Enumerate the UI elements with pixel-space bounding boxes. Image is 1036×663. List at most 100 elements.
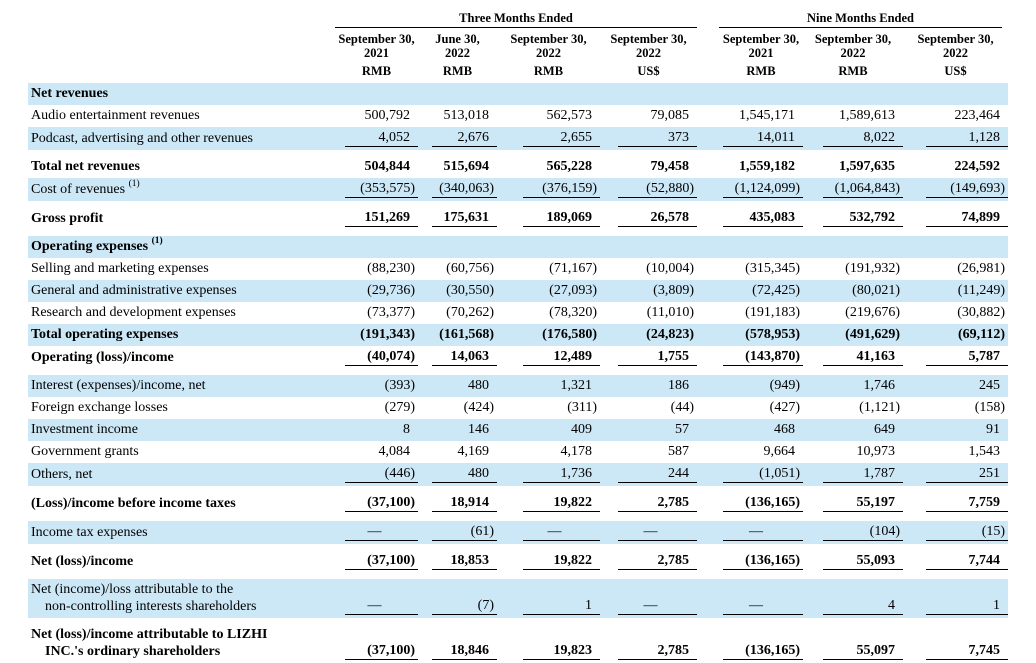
value-cell: (393) <box>335 369 418 397</box>
value-cell: 55,097 <box>803 618 903 663</box>
value: (578,953) <box>745 327 800 342</box>
value-cell: 2,785 <box>600 544 697 576</box>
value: 189,069 <box>546 210 593 225</box>
table-row: Investment income 8 146 409 57 468 649 91 <box>28 419 1009 441</box>
value: 1 <box>585 598 592 613</box>
value: 14,011 <box>757 130 795 145</box>
value-cell: 57 <box>600 419 697 441</box>
value-cell: 26,578 <box>600 201 697 233</box>
table-row: Research and development expenses (73,377… <box>28 302 1008 324</box>
value: 2,785 <box>657 495 690 510</box>
value-cell: 8 <box>335 419 418 441</box>
value-cell: (1,121) <box>803 397 903 419</box>
column-header: September 30, 2022 <box>610 32 687 60</box>
value-cell: (11,249) <box>903 280 1009 302</box>
value-cell: (427) <box>697 397 803 419</box>
value-cell: (136,165) <box>697 618 803 663</box>
value-cell: — <box>600 515 697 547</box>
value-cell: (52,880) <box>600 178 697 204</box>
value: 4,084 <box>378 444 411 459</box>
value: (60,756) <box>446 261 494 276</box>
value-cell: (340,063) <box>418 178 497 204</box>
unit-label: RMB <box>838 64 868 78</box>
value: 435,083 <box>749 210 796 225</box>
value-cell: (60,756) <box>418 258 497 280</box>
value: — <box>643 524 658 539</box>
table-row: Selling and marketing expenses (88,230) (6… <box>28 258 1008 280</box>
value: (136,165) <box>745 553 800 568</box>
value: 4 <box>888 598 895 613</box>
value: 19,823 <box>553 643 593 658</box>
value: (11,249) <box>957 283 1006 298</box>
value-cell: (27,093) <box>497 280 600 302</box>
value: (15) <box>981 524 1006 539</box>
value-cell: (176,580) <box>497 324 600 346</box>
unit-label: US$ <box>944 64 967 78</box>
row-label: Operating (loss)/income <box>31 350 174 365</box>
value: (424) <box>463 400 494 415</box>
value-cell: (69,112) <box>903 324 1009 346</box>
value-cell <box>600 230 697 258</box>
value: — <box>367 524 382 539</box>
currency-unit-row: RMB RMB RMB US$ RMB RMB US$ <box>28 60 1008 83</box>
value-cell: (29,736) <box>335 280 418 302</box>
value: — <box>643 598 658 613</box>
value: (446) <box>384 466 415 481</box>
value-cell: 91 <box>903 419 1009 441</box>
value-cell: (143,870) <box>697 346 803 372</box>
value: (27,093) <box>549 283 597 298</box>
row-label: Government grants <box>31 444 139 459</box>
value: 500,792 <box>364 108 411 123</box>
value: (136,165) <box>745 495 800 510</box>
empty-corner <box>28 60 335 83</box>
value-cell: (72,425) <box>697 280 803 302</box>
value-cell: — <box>335 515 418 547</box>
value-cell: 146 <box>418 419 497 441</box>
value-cell: 18,846 <box>418 618 497 663</box>
value-cell: 79,085 <box>600 105 697 127</box>
column-header: September 30, 2021 <box>338 32 415 60</box>
value-cell: (136,165) <box>697 486 803 518</box>
table-row: Podcast, advertising and other revenues 4… <box>28 127 1009 153</box>
value-cell: 1,559,182 <box>697 150 803 178</box>
value: 1,787 <box>863 466 896 481</box>
value-cell: (158) <box>903 397 1008 419</box>
value: 480 <box>468 466 489 481</box>
table-row: Net (loss)/income (37,100) 18,853 19,822 2,7… <box>28 544 1009 576</box>
value-cell: 189,069 <box>497 201 600 233</box>
value: (44) <box>670 400 694 415</box>
value: (73,377) <box>367 305 415 320</box>
value-cell: 409 <box>497 419 600 441</box>
value: (37,100) <box>367 553 415 568</box>
value: (949) <box>769 378 800 393</box>
value: (7) <box>477 598 494 613</box>
value-cell: (104) <box>803 515 903 547</box>
value: (78,320) <box>549 305 597 320</box>
value-cell <box>803 230 903 258</box>
value-cell: — <box>497 515 600 547</box>
value: 55,097 <box>856 643 896 658</box>
value: (340,063) <box>439 181 494 196</box>
value-cell: 373 <box>600 127 697 153</box>
value: 1,321 <box>560 378 593 393</box>
value-cell <box>418 83 497 105</box>
value-cell: 1,787 <box>803 463 903 489</box>
value: (279) <box>384 400 415 415</box>
value: 4,052 <box>378 130 411 145</box>
column-header: September 30, 2021 <box>722 32 800 60</box>
value: (61) <box>470 524 494 539</box>
value-cell: 1,736 <box>497 463 600 489</box>
row-label: Net (income)/loss attributable to the non… <box>28 573 335 621</box>
table-row: Foreign exchange losses (279) (424) (311) (4… <box>28 397 1008 419</box>
table-row: Cost of revenues (1) (353,575) (340,063) (3… <box>28 178 1009 204</box>
value: 513,018 <box>443 108 490 123</box>
value-cell: 1,128 <box>903 127 1009 153</box>
value-cell: 5,787 <box>903 346 1009 372</box>
value-cell: 1,597,635 <box>803 150 903 178</box>
value: (136,165) <box>745 643 800 658</box>
value: 1 <box>993 598 1001 613</box>
value: 245 <box>979 378 1001 393</box>
value: 515,694 <box>443 159 490 174</box>
value-cell: (491,629) <box>803 324 903 346</box>
value: 1,545,171 <box>739 108 795 123</box>
